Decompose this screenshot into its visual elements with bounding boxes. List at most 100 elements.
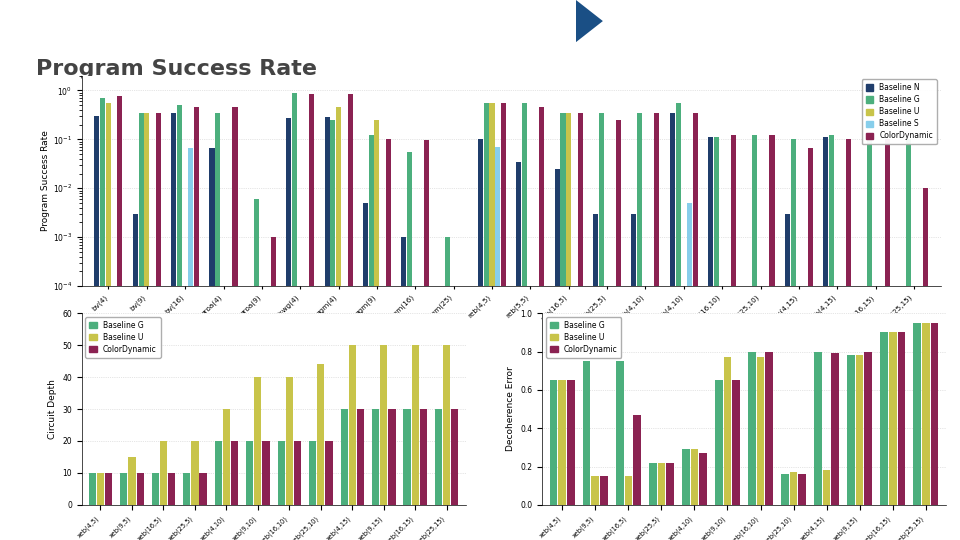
Bar: [294, 441, 301, 505]
Bar: [748, 352, 756, 505]
Bar: [403, 409, 411, 505]
Bar: [129, 457, 135, 505]
Bar: [248, 286, 252, 540]
Bar: [106, 103, 111, 540]
Bar: [591, 476, 599, 505]
Bar: [168, 473, 176, 505]
Legend: Baseline G, Baseline U, ColorDynamic: Baseline G, Baseline U, ColorDynamic: [546, 317, 621, 358]
Bar: [666, 463, 674, 505]
Bar: [753, 136, 757, 540]
Bar: [223, 409, 230, 505]
Bar: [516, 161, 521, 540]
Bar: [177, 105, 182, 540]
Bar: [831, 354, 839, 505]
Bar: [898, 332, 905, 505]
Bar: [463, 286, 468, 540]
Bar: [823, 137, 828, 540]
Bar: [616, 120, 621, 540]
Bar: [246, 441, 253, 505]
Bar: [120, 473, 128, 505]
Bar: [495, 147, 500, 540]
Bar: [171, 113, 177, 540]
Bar: [478, 139, 483, 540]
Bar: [407, 152, 412, 540]
Bar: [814, 352, 822, 505]
Bar: [823, 470, 830, 505]
Bar: [682, 449, 689, 505]
Bar: [200, 473, 206, 505]
Bar: [670, 113, 675, 540]
Bar: [209, 148, 214, 540]
Bar: [435, 409, 443, 505]
Bar: [649, 463, 657, 505]
Bar: [900, 335, 905, 540]
Bar: [386, 139, 391, 540]
Bar: [865, 352, 872, 505]
Bar: [867, 136, 873, 540]
Bar: [215, 441, 222, 505]
Bar: [440, 286, 444, 540]
Polygon shape: [576, 0, 603, 42]
Bar: [136, 473, 144, 505]
Bar: [765, 352, 773, 505]
Legend: Baseline N, Baseline G, Baseline U, Baseline S, ColorDynamic: Baseline N, Baseline G, Baseline U, Base…: [862, 79, 937, 144]
Bar: [424, 140, 429, 540]
Bar: [522, 103, 527, 540]
Bar: [277, 441, 285, 505]
Bar: [693, 113, 698, 540]
Bar: [451, 409, 459, 505]
Bar: [732, 380, 740, 505]
Bar: [215, 113, 220, 540]
Bar: [348, 345, 356, 505]
Bar: [325, 441, 332, 505]
Bar: [357, 409, 364, 505]
Y-axis label: Program Success Rate: Program Success Rate: [40, 131, 50, 231]
Bar: [861, 286, 867, 540]
Y-axis label: Circuit Depth: Circuit Depth: [48, 379, 57, 439]
Bar: [808, 148, 813, 540]
Bar: [309, 94, 314, 540]
Bar: [583, 361, 590, 505]
Bar: [634, 415, 640, 505]
Bar: [637, 113, 642, 540]
Bar: [714, 137, 719, 540]
Bar: [747, 335, 752, 540]
Bar: [159, 441, 167, 505]
Bar: [600, 476, 608, 505]
Bar: [540, 107, 544, 540]
Bar: [567, 380, 575, 505]
Bar: [913, 323, 921, 505]
Bar: [152, 473, 158, 505]
Bar: [616, 361, 623, 505]
Bar: [292, 92, 297, 540]
Bar: [183, 473, 190, 505]
Bar: [599, 113, 604, 540]
Bar: [555, 169, 560, 540]
Bar: [309, 441, 316, 505]
Bar: [724, 357, 732, 505]
Text: Program Success Rate: Program Success Rate: [36, 59, 317, 79]
Text: SUPERCONDUCTING QUBITS: SUPERCONDUCTING QUBITS: [694, 15, 880, 28]
Bar: [880, 332, 888, 505]
Bar: [380, 345, 388, 505]
Bar: [676, 103, 681, 540]
Bar: [389, 409, 396, 505]
Bar: [444, 345, 450, 505]
Bar: [578, 113, 583, 540]
Bar: [105, 473, 112, 505]
Bar: [369, 136, 373, 540]
Bar: [100, 98, 106, 540]
Bar: [286, 377, 293, 505]
Bar: [799, 474, 806, 505]
Bar: [889, 332, 897, 505]
Bar: [566, 113, 571, 540]
Bar: [732, 136, 736, 540]
Bar: [271, 237, 276, 540]
Y-axis label: Decoherence Error: Decoherence Error: [506, 367, 515, 451]
Bar: [188, 148, 194, 540]
Bar: [770, 136, 775, 540]
Bar: [253, 199, 258, 540]
Bar: [324, 117, 329, 540]
Bar: [923, 188, 928, 540]
Bar: [286, 118, 291, 540]
